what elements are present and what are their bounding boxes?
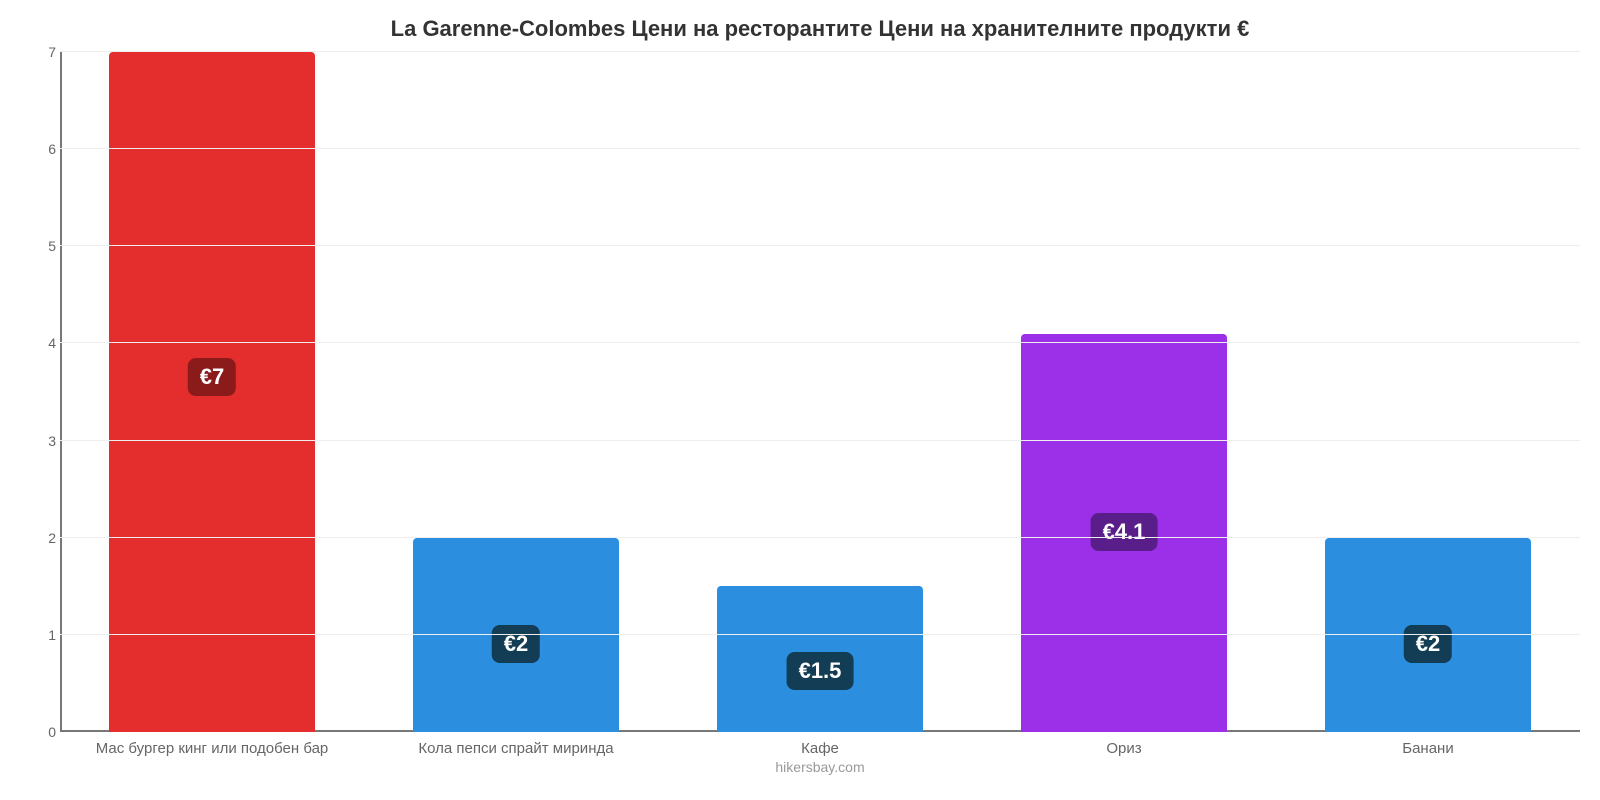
bar: €4.1 (1021, 334, 1228, 732)
y-tick-label: 4 (28, 335, 56, 351)
value-badge: €1.5 (787, 652, 854, 690)
y-tick-label: 2 (28, 530, 56, 546)
grid-line (60, 342, 1580, 343)
grid-line (60, 245, 1580, 246)
x-category-label: Ориз (972, 740, 1276, 757)
bar-slot: €7 (60, 52, 364, 732)
grid-line (60, 440, 1580, 441)
y-tick-label: 3 (28, 433, 56, 449)
bar: €1.5 (717, 586, 924, 732)
x-category-label: Банани (1276, 740, 1580, 757)
x-labels-row: Мас бургер кинг или подобен барКола пепс… (60, 740, 1580, 757)
chart-title: La Garenne-Colombes Цени на ресторантите… (60, 10, 1580, 52)
bars-container: €7 €2 €1.5 €4.1 €2 (60, 52, 1580, 732)
grid-line (60, 51, 1580, 52)
bar-slot: €1.5 (668, 52, 972, 732)
grid-line (60, 148, 1580, 149)
bar-slot: €2 (1276, 52, 1580, 732)
value-badge: €7 (188, 358, 236, 396)
grid-line (60, 634, 1580, 635)
bar: €7 (109, 52, 316, 732)
y-tick-label: 0 (28, 724, 56, 740)
credit-text: hikersbay.com (60, 759, 1580, 775)
value-badge: €2 (492, 625, 540, 663)
value-badge: €4.1 (1091, 513, 1158, 551)
grid-line (60, 537, 1580, 538)
x-category-label: Кафе (668, 740, 972, 757)
x-category-label: Кола пепси спрайт миринда (364, 740, 668, 757)
bar: €2 (413, 538, 620, 732)
bar-slot: €4.1 (972, 52, 1276, 732)
bar: €2 (1325, 538, 1532, 732)
x-category-label: Мас бургер кинг или подобен бар (60, 740, 364, 757)
y-tick-label: 5 (28, 238, 56, 254)
y-tick-label: 1 (28, 627, 56, 643)
plot-area: €7€2€1.5€4.1€2 01234567 (60, 52, 1580, 732)
bar-slot: €2 (364, 52, 668, 732)
y-tick-label: 6 (28, 141, 56, 157)
y-tick-label: 7 (28, 44, 56, 60)
value-badge: €2 (1404, 625, 1452, 663)
price-bar-chart: La Garenne-Colombes Цени на ресторантите… (0, 0, 1600, 800)
